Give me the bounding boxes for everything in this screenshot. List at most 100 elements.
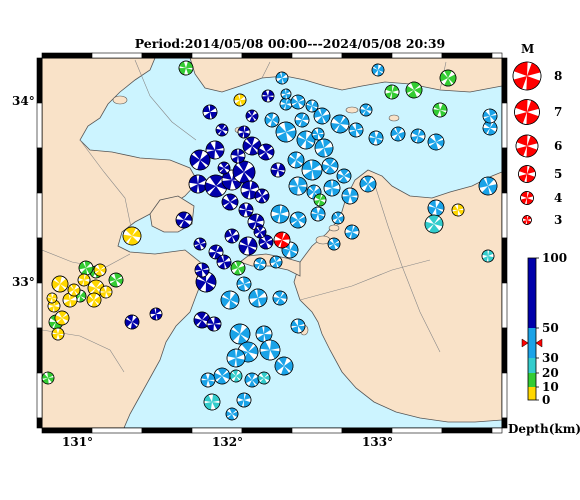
earthquake-marker <box>439 69 457 87</box>
depth-legend-title: Depth(km) <box>508 422 580 436</box>
earthquake-marker <box>390 126 406 142</box>
earthquake-marker <box>67 283 81 297</box>
depth-scale-segment <box>528 373 536 387</box>
earthquake-marker <box>261 89 275 103</box>
earthquake-markers <box>41 60 498 421</box>
earthquake-marker <box>432 102 448 118</box>
earthquake-marker <box>275 121 297 143</box>
earthquake-marker <box>336 168 352 184</box>
earthquake-marker <box>93 263 107 277</box>
earthquake-marker <box>213 367 231 385</box>
earthquake-marker <box>259 339 281 361</box>
earthquake-marker <box>327 237 341 251</box>
magnitude-legend-label-5: 5 <box>554 167 562 181</box>
earthquake-marker <box>236 392 252 408</box>
depth-tick-50: 50 <box>542 321 559 335</box>
earthquake-marker <box>238 202 254 218</box>
earthquake-marker <box>224 228 240 244</box>
earthquake-marker <box>230 260 246 276</box>
earthquake-marker <box>46 292 58 304</box>
earthquake-marker <box>255 325 273 343</box>
earthquake-marker <box>359 175 377 193</box>
magnitude-legend-symbol-6 <box>515 134 539 158</box>
earthquake-marker <box>331 211 345 225</box>
earthquake-marker <box>216 254 232 270</box>
earthquake-marker <box>237 125 251 139</box>
earthquake-marker <box>348 122 364 138</box>
earthquake-marker <box>221 193 239 211</box>
earthquake-marker <box>205 140 225 160</box>
earthquake-marker <box>270 204 290 224</box>
earthquake-marker <box>313 193 327 207</box>
earthquake-marker <box>86 292 102 308</box>
earthquake-marker <box>229 369 243 383</box>
magnitude-legend-symbol-4 <box>520 191 534 205</box>
earthquake-marker <box>41 371 55 385</box>
earthquake-marker <box>215 123 229 137</box>
earthquake-marker <box>272 290 288 306</box>
earthquake-marker <box>288 176 308 196</box>
earthquake-marker <box>258 234 274 250</box>
depth-tick-20: 20 <box>542 366 559 380</box>
lat-label-34: 34° <box>12 94 35 108</box>
earthquake-marker <box>287 151 305 169</box>
depth-marker-left <box>521 338 529 348</box>
earthquake-marker <box>330 114 350 134</box>
earthquake-marker <box>232 160 256 184</box>
earthquake-marker <box>51 275 69 293</box>
earthquake-marker <box>359 103 373 117</box>
depth-scale-segment <box>528 258 536 328</box>
earthquake-marker <box>310 206 326 222</box>
magnitude-legend-label-4: 4 <box>554 191 562 205</box>
magnitude-legend-symbol-7 <box>514 99 540 125</box>
earthquake-marker <box>175 211 193 229</box>
earthquake-marker <box>245 109 259 123</box>
depth-tick-100: 100 <box>542 251 567 265</box>
magnitude-legend-symbol-5 <box>518 165 536 183</box>
earthquake-marker <box>225 407 239 421</box>
map-title: Period:2014/05/08 00:00---2024/05/08 20:… <box>134 36 446 51</box>
earthquake-marker <box>289 211 307 229</box>
earthquake-marker <box>189 149 211 171</box>
earthquake-marker <box>178 60 194 76</box>
magnitude-legend-title: M <box>521 42 534 56</box>
earthquake-marker <box>124 314 140 330</box>
depth-marker-right <box>535 338 543 348</box>
earthquake-marker <box>254 188 270 204</box>
earthquake-marker <box>203 393 221 411</box>
earthquake-marker <box>371 63 385 77</box>
earthquake-marker <box>149 307 163 321</box>
earthquake-marker <box>341 187 359 205</box>
depth-scale-segment <box>528 358 536 373</box>
earthquake-marker <box>253 257 267 271</box>
earthquake-marker <box>482 120 498 136</box>
earthquake-marker <box>410 128 426 144</box>
earthquake-marker <box>99 285 113 299</box>
earthquake-marker <box>269 255 283 269</box>
earthquake-marker <box>200 372 216 388</box>
lon-label-131: 131° <box>62 435 93 449</box>
earthquake-marker <box>77 273 91 287</box>
earthquake-marker <box>264 112 280 128</box>
earthquake-marker <box>323 179 341 197</box>
earthquake-marker <box>193 237 207 251</box>
magnitude-legend-label-3: 3 <box>554 213 562 227</box>
earthquake-marker <box>344 224 360 240</box>
magnitude-legend-symbol-8 <box>512 61 542 91</box>
earthquake-marker <box>384 84 400 100</box>
earthquake-marker <box>368 130 384 146</box>
earthquake-marker <box>270 162 286 178</box>
earthquake-marker <box>206 316 222 332</box>
map-frame-ticks <box>36 52 508 434</box>
earthquake-marker <box>424 214 444 234</box>
earthquake-marker <box>202 104 218 120</box>
earthquake-marker <box>427 133 445 151</box>
earthquake-marker <box>238 236 258 256</box>
earthquake-marker <box>217 161 231 175</box>
depth-tick-10: 10 <box>542 380 559 394</box>
earthquake-marker <box>321 157 339 175</box>
earthquake-marker <box>230 148 246 164</box>
earthquake-marker <box>301 159 323 181</box>
earthquake-marker <box>54 310 70 326</box>
